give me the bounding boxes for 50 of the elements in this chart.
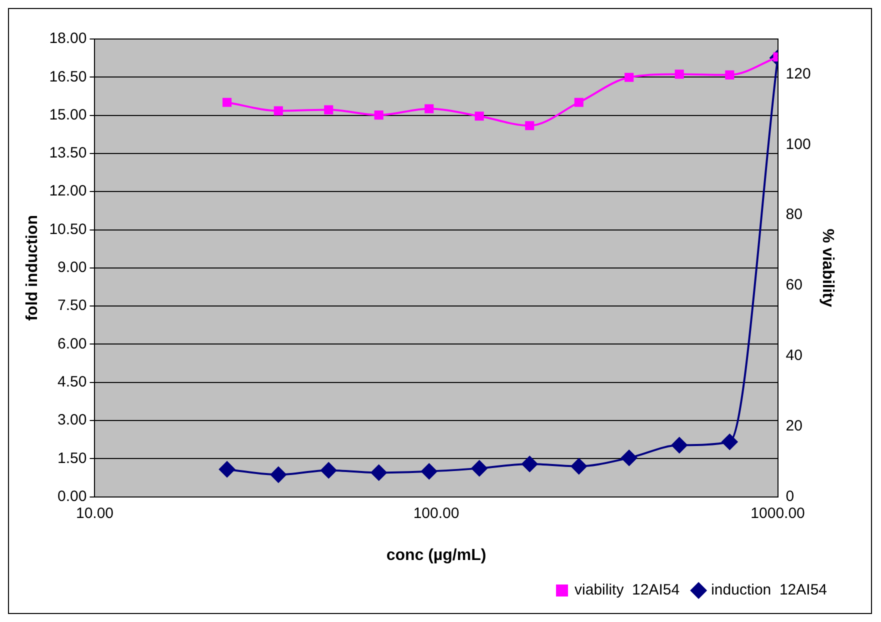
y2-tick-label: 80: [786, 206, 802, 224]
point: [722, 434, 738, 450]
point: [374, 110, 384, 120]
point: [624, 72, 634, 82]
point: [671, 437, 688, 454]
y-tick-label: 6.00: [58, 335, 87, 352]
x-tick-label: 100.00: [413, 504, 460, 522]
y-tick-label: 1.50: [58, 450, 87, 467]
y2-tick-label: 20: [786, 418, 802, 435]
y2-tick-label: 100: [786, 136, 811, 153]
x-tick-label: 1000.00: [750, 504, 805, 522]
y-tick-label: 4.50: [58, 373, 87, 390]
point: [270, 466, 286, 483]
y2-tick-label: 120: [786, 65, 811, 82]
legend-label: induction 12AI54: [711, 582, 827, 599]
y-tick-label: 7.50: [58, 297, 87, 314]
point: [222, 98, 232, 107]
y-tick-label: 3.00: [58, 412, 87, 429]
legend-label: viability 12AI54: [574, 582, 680, 599]
y-tick-label: 10.50: [49, 220, 87, 238]
y-tick-label: 15.00: [49, 106, 87, 124]
point: [474, 112, 484, 121]
point: [421, 463, 438, 480]
point: [424, 104, 434, 114]
point: [674, 70, 684, 79]
y-tick-label: 13.50: [49, 144, 87, 162]
point: [219, 461, 236, 478]
y-tick-label: 16.50: [49, 68, 87, 86]
y2-tick-label: 60: [786, 276, 802, 294]
x-axis-title: conc (µg/mL): [386, 546, 486, 564]
point: [471, 460, 488, 476]
point: [621, 450, 638, 466]
point: [525, 121, 534, 130]
x-tick-label: 10.00: [76, 504, 114, 522]
point: [370, 464, 387, 481]
point: [570, 458, 587, 474]
y-tick-label: 18.00: [49, 30, 87, 48]
point: [574, 98, 584, 107]
y2-tick-label: 0: [786, 488, 794, 505]
y-tick-label: 12.00: [49, 182, 87, 200]
y-tick-label: 9.00: [58, 259, 87, 276]
point: [274, 106, 283, 116]
point: [324, 105, 334, 114]
y-axis-title: fold induction: [24, 215, 42, 321]
point: [522, 456, 538, 472]
y2-axis-title: % viability: [818, 228, 836, 308]
point: [320, 462, 337, 478]
y2-tick-label: 40: [786, 347, 802, 364]
point: [725, 70, 734, 80]
y-tick-label: 0.00: [58, 488, 87, 505]
